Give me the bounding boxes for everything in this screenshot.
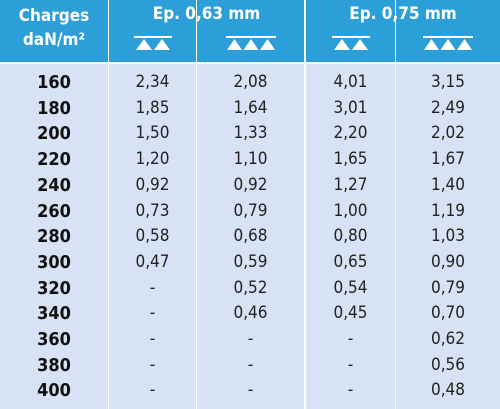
load-value: 360 <box>37 329 71 350</box>
span-value-cell: 0,46 <box>233 303 268 324</box>
column-separator <box>108 0 109 409</box>
span-value-cell: 0,54 <box>333 277 368 298</box>
span-value-cell: 2,49 <box>430 97 466 118</box>
table-row: 300 0,47 0,59 0,65 0,90 <box>0 251 500 274</box>
span-value-cell: 2,08 <box>233 72 268 92</box>
load-value: 380 <box>37 354 71 376</box>
span-value-cell: - <box>247 329 254 349</box>
load-value: 220 <box>37 149 71 171</box>
span-value-cell: 1,03 <box>430 226 466 247</box>
table-row: 160 2,34 2,08 4,01 3,15 <box>0 71 500 94</box>
three-supports-icon <box>396 36 500 52</box>
span-value-cell: 0,90 <box>430 251 466 272</box>
span-value-cell: 1,40 <box>430 174 466 195</box>
column-separator <box>395 0 396 409</box>
span-value-cell: 1,50 <box>135 123 170 144</box>
span-value-cell: 0,79 <box>430 277 466 298</box>
table-row: 380 - - - 0,56 <box>0 354 500 377</box>
span-value-cell: 1,20 <box>135 149 170 170</box>
span-value-cell: 2,02 <box>430 123 466 144</box>
span-value-cell: 0,48 <box>430 380 466 401</box>
table-row: 240 0,92 0,92 1,27 1,40 <box>0 174 500 197</box>
load-value: 240 <box>37 174 71 196</box>
span-value-cell: 2,20 <box>333 123 368 144</box>
span-value-cell: 0,62 <box>430 329 466 349</box>
table-row: 180 1,85 1,64 3,01 2,49 <box>0 97 500 120</box>
span-value-cell: - <box>149 380 156 401</box>
span-value-cell: - <box>247 380 254 401</box>
load-value: 180 <box>37 97 71 119</box>
span-value-cell: 0,45 <box>333 303 368 324</box>
load-value: 200 <box>37 123 71 145</box>
two-supports-icon <box>306 36 395 52</box>
span-value-cell: - <box>347 380 354 401</box>
charges-header-line2: daN/m² <box>22 30 86 50</box>
span-value-cell: 1,33 <box>233 123 268 144</box>
load-value: 280 <box>37 226 71 248</box>
span-value-cell: 0,92 <box>135 174 170 195</box>
span-value-cell: 0,68 <box>233 226 268 247</box>
span-value-cell: 0,70 <box>430 303 466 324</box>
span-value-cell: 0,92 <box>233 174 268 195</box>
span-value-cell: 1,64 <box>233 97 268 118</box>
span-value-cell: 0,79 <box>233 200 268 221</box>
span-value-cell: 2,34 <box>135 72 170 92</box>
span-value-cell: 3,01 <box>333 97 368 118</box>
span-value-cell: - <box>347 329 354 349</box>
thickness-075-header: Ep. 0,75 mm <box>349 4 457 24</box>
table-header: Charges daN/m² Ep. 0,63 mm Ep. 0,75 mm <box>0 0 500 62</box>
span-value-cell: - <box>149 277 156 298</box>
span-value-cell: 0,52 <box>233 277 268 298</box>
column-separator <box>196 0 197 409</box>
span-value-cell: 1,65 <box>333 149 368 170</box>
charges-header-line1: Charges <box>18 6 90 26</box>
span-value-cell: - <box>149 329 156 349</box>
span-value-cell: - <box>149 354 156 375</box>
table-row: 360 - - - 0,62 <box>0 328 500 351</box>
table-row: 200 1,50 1,33 2,20 2,02 <box>0 122 500 145</box>
span-value-cell: - <box>149 303 156 324</box>
span-value-cell: 1,85 <box>135 97 170 118</box>
table-row: 340 - 0,46 0,45 0,70 <box>0 302 500 325</box>
span-value-cell: 0,59 <box>233 251 268 272</box>
table-row: 280 0,58 0,68 0,80 1,03 <box>0 225 500 248</box>
span-value-cell: 0,47 <box>135 251 170 272</box>
span-value-cell: 1,00 <box>333 200 368 221</box>
table-row: 260 0,73 0,79 1,00 1,19 <box>0 200 500 223</box>
span-value-cell: - <box>347 354 354 375</box>
span-value-cell: 0,80 <box>333 226 368 247</box>
span-value-cell: 0,73 <box>135 200 170 221</box>
span-value-cell: 3,15 <box>430 72 466 92</box>
load-value: 400 <box>37 380 71 402</box>
span-value-cell: 0,56 <box>430 354 466 375</box>
table-row: 320 - 0,52 0,54 0,79 <box>0 277 500 300</box>
span-value-cell: 0,65 <box>333 251 368 272</box>
table-row: 220 1,20 1,10 1,65 1,67 <box>0 148 500 171</box>
three-supports-icon <box>197 36 304 52</box>
header-separator <box>0 62 500 64</box>
span-value-cell: 0,58 <box>135 226 170 247</box>
table-row: 400 - - - 0,48 <box>0 379 500 402</box>
group-separator <box>304 0 306 409</box>
span-value-cell: - <box>247 354 254 375</box>
load-value: 160 <box>37 72 71 93</box>
two-supports-icon <box>109 36 196 52</box>
span-value-cell: 1,27 <box>333 174 368 195</box>
load-value: 320 <box>37 277 71 299</box>
load-value: 300 <box>37 251 71 273</box>
span-value-cell: 4,01 <box>333 72 368 92</box>
load-value: 340 <box>37 303 71 325</box>
load-value: 260 <box>37 200 71 222</box>
span-value-cell: 1,19 <box>430 200 466 221</box>
span-value-cell: 1,10 <box>233 149 268 170</box>
thickness-063-header: Ep. 0,63 mm <box>152 4 261 24</box>
span-value-cell: 1,67 <box>430 149 466 170</box>
